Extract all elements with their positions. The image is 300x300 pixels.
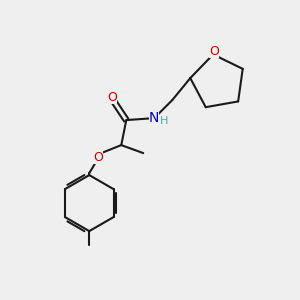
Text: O: O — [107, 91, 117, 103]
Text: O: O — [209, 45, 219, 58]
Text: O: O — [93, 151, 103, 164]
Text: N: N — [149, 111, 160, 125]
Text: H: H — [160, 116, 169, 126]
